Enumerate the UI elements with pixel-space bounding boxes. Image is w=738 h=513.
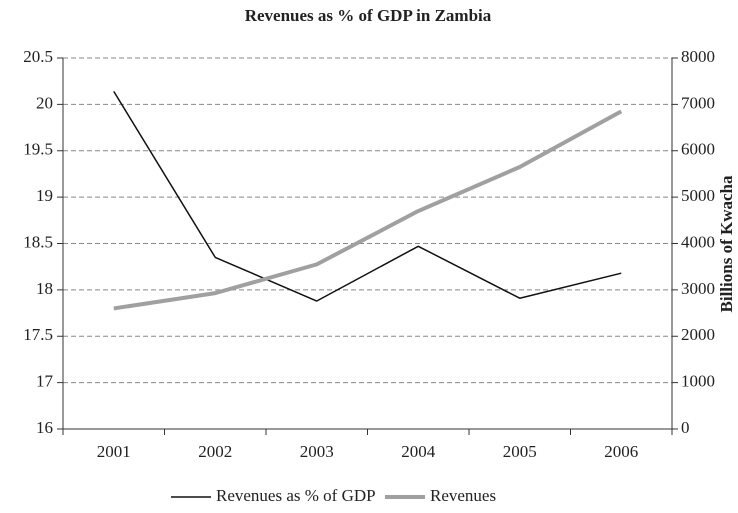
y-tick-label: 20 [36, 93, 53, 112]
series-line [113, 90, 622, 302]
x-tick-label: 2002 [198, 442, 232, 461]
x-tick-label: 2004 [401, 442, 436, 461]
y-tick-label: 20.5 [23, 47, 53, 66]
y-tick-label: 19.5 [23, 140, 53, 159]
y2-tick-label: 2000 [681, 325, 715, 344]
y2-tick-label: 0 [681, 418, 690, 437]
x-tick-label: 2006 [604, 442, 638, 461]
y-tick-label: 16 [36, 418, 53, 437]
y-tick-label: 19 [36, 186, 53, 205]
series-line [113, 109, 623, 311]
legend-label: Revenues [430, 486, 496, 505]
y-tick-label: 17.5 [23, 325, 53, 344]
y2-tick-label: 1000 [681, 372, 715, 391]
y2-tick-label: 4000 [681, 232, 715, 251]
legend-label: Revenues as % of GDP [216, 486, 376, 505]
x-tick-label: 2001 [97, 442, 131, 461]
y2-tick-label: 8000 [681, 47, 715, 66]
y2-tick-label: 5000 [681, 186, 715, 205]
y2-tick-label: 3000 [681, 279, 715, 298]
y2-tick-label: 6000 [681, 140, 715, 159]
y2-axis-title: Billions of Kwacha [717, 175, 736, 312]
x-tick-label: 2003 [300, 442, 334, 461]
y-tick-label: 18 [36, 279, 53, 298]
x-tick-label: 2005 [503, 442, 537, 461]
y-tick-label: 17 [36, 372, 54, 391]
chart-title: Revenues as % of GDP in Zambia [245, 6, 492, 25]
y-tick-label: 18.5 [23, 232, 53, 251]
y2-tick-label: 7000 [681, 93, 715, 112]
